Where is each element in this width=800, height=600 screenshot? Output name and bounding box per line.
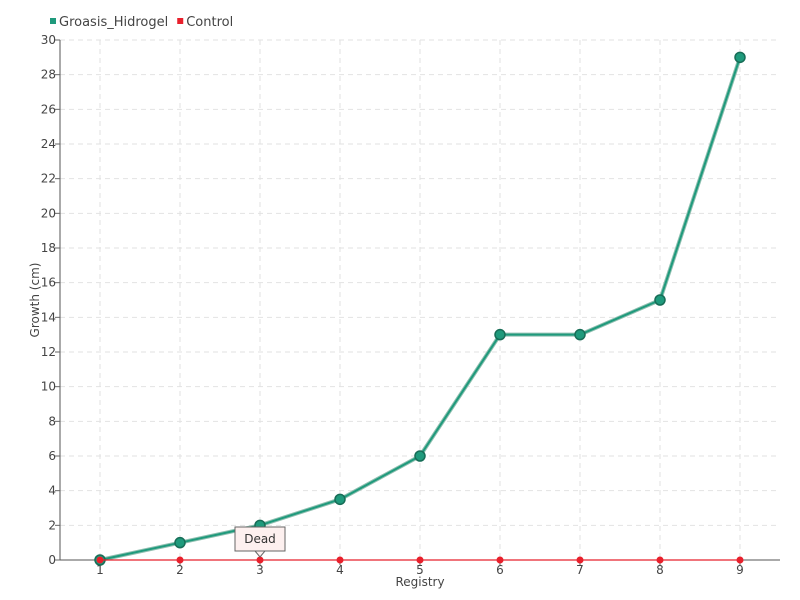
- data-point: [334, 493, 346, 506]
- y-axis-title: Growth (cm): [28, 263, 42, 338]
- series-groasis-hidrogel: [94, 51, 746, 566]
- legend-marker: [50, 18, 56, 24]
- y-tick-label: 0: [48, 553, 56, 567]
- legend: Groasis_Hidrogel Control: [50, 15, 233, 30]
- y-tick-label: 10: [41, 380, 56, 394]
- y-tick-label: 28: [41, 68, 56, 82]
- y-tick-label: 22: [41, 172, 56, 186]
- tooltip-box: [234, 526, 286, 552]
- data-point: [736, 556, 744, 564]
- x-tick-label: 9: [736, 563, 744, 577]
- y-tick-label: 6: [48, 449, 56, 463]
- data-point: [176, 556, 184, 564]
- x-tick-label: 7: [576, 563, 584, 577]
- tooltip-pointer: [253, 550, 267, 558]
- data-point: [494, 328, 506, 341]
- legend-label: Control: [186, 15, 233, 30]
- data-point: [336, 556, 344, 564]
- data-point: [576, 556, 584, 564]
- series-layer: [94, 51, 746, 566]
- y-tick-label: 20: [41, 206, 56, 220]
- data-point: [654, 294, 666, 306]
- y-tick-label: 8: [48, 414, 56, 428]
- annotation-tooltip: Dead: [234, 526, 286, 558]
- x-tick-label: 5: [416, 563, 424, 577]
- y-tick-label: 14: [41, 310, 56, 324]
- x-tick-label: 1: [96, 563, 104, 577]
- y-tick-label: 16: [41, 276, 56, 290]
- y-tick-label: 4: [48, 484, 56, 498]
- y-tick-label: 2: [48, 518, 56, 532]
- grid: [60, 39, 780, 560]
- data-point: [256, 556, 264, 564]
- data-point: [414, 450, 426, 462]
- legend-label: Groasis_Hidrogel: [59, 15, 168, 30]
- y-tick-label: 24: [41, 137, 56, 151]
- y-tick-label: 18: [41, 241, 56, 255]
- data-point: [734, 51, 746, 64]
- data-point: [496, 556, 504, 564]
- y-tick-label: 30: [41, 33, 56, 47]
- data-point: [656, 556, 664, 564]
- tooltip-text: Dead: [244, 532, 276, 546]
- x-tick-label: 3: [256, 563, 264, 577]
- data-point: [416, 556, 424, 564]
- series-control: [96, 556, 744, 564]
- data-point: [174, 536, 186, 549]
- x-tick-label: 6: [496, 563, 504, 577]
- y-tick-label: 26: [41, 102, 56, 116]
- x-tick-label: 4: [336, 563, 344, 577]
- x-tick-label: 2: [176, 563, 184, 577]
- x-tick-label: 8: [656, 563, 664, 577]
- data-point: [574, 328, 586, 341]
- x-axis-title: Registry: [395, 575, 444, 589]
- legend-marker: [177, 18, 184, 24]
- y-tick-label: 12: [41, 345, 56, 359]
- data-point: [96, 556, 104, 564]
